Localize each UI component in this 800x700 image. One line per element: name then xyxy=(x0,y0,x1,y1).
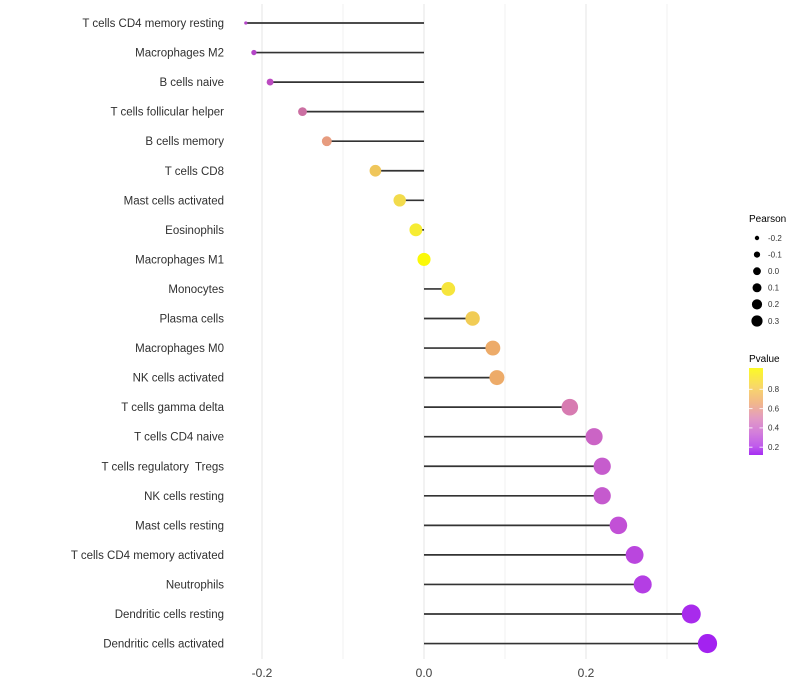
lollipop-point xyxy=(298,107,307,117)
lollipop-point xyxy=(393,194,406,207)
y-axis-category-label: Mast cells activated xyxy=(124,195,224,207)
pearson-legend-value: 0.2 xyxy=(768,300,780,309)
y-axis-category-label: B cells naive xyxy=(159,77,224,89)
x-axis-tick-label: 0.2 xyxy=(578,666,595,680)
y-axis-category-label: T cells gamma delta xyxy=(121,402,224,414)
pvalue-legend-value: 0.4 xyxy=(768,424,780,433)
lollipop-point xyxy=(697,633,718,654)
pearson-legend-value: 0.3 xyxy=(768,317,780,326)
lollipop-point xyxy=(465,311,480,326)
y-axis-category-label: Mast cells resting xyxy=(135,520,224,532)
x-axis-tick-label: -0.2 xyxy=(252,666,273,680)
pearson-legend-dot xyxy=(751,315,763,327)
y-axis-category-label: Monocytes xyxy=(168,284,224,296)
pearson-legend-title: Pearson xyxy=(749,214,786,225)
y-axis-category-label: Dendritic cells resting xyxy=(115,609,224,621)
lollipop-point xyxy=(244,21,248,25)
lollipop-point xyxy=(409,223,423,237)
y-axis-category-label: Macrophages M0 xyxy=(135,343,224,355)
y-axis-category-label: Macrophages M2 xyxy=(135,48,224,60)
x-axis-tick-label: 0.0 xyxy=(416,666,433,680)
y-axis-category-label: Macrophages M1 xyxy=(135,254,224,266)
lollipop-point xyxy=(585,428,603,446)
pvalue-legend-value: 0.8 xyxy=(768,385,780,394)
pearson-legend-value: 0.1 xyxy=(768,284,780,293)
lollipop-point xyxy=(441,282,456,296)
pvalue-legend-value: 0.2 xyxy=(768,443,780,452)
y-axis-category-label: Dendritic cells activated xyxy=(103,639,224,651)
pearson-legend-dot xyxy=(752,283,762,293)
pearson-legend-dot xyxy=(753,251,761,258)
pearson-legend-dot xyxy=(754,235,760,241)
pvalue-legend-value: 0.6 xyxy=(768,404,780,413)
lollipop-point xyxy=(681,604,701,624)
y-axis-category-label: NK cells activated xyxy=(133,373,224,385)
pearson-legend-dot xyxy=(753,267,761,276)
y-axis-category-label: Neutrophils xyxy=(166,579,224,591)
y-axis-category-label: T cells CD8 xyxy=(165,166,224,178)
lollipop-point xyxy=(251,49,257,56)
lollipop-point xyxy=(266,78,274,86)
lollipop-point xyxy=(561,398,579,416)
lollipop-point xyxy=(417,252,431,266)
y-axis-category-label: T cells follicular helper xyxy=(110,107,224,119)
y-axis-category-label: Eosinophils xyxy=(165,225,224,237)
y-axis-category-label: Plasma cells xyxy=(159,314,224,326)
y-axis-category-label: T cells CD4 naive xyxy=(134,432,224,444)
lollipop-point xyxy=(633,575,652,594)
y-axis-category-label: B cells memory xyxy=(145,136,224,148)
pearson-legend-dot xyxy=(751,299,763,310)
pearson-legend-value: 0.0 xyxy=(768,267,780,276)
pvalue-legend-title: Pvalue xyxy=(749,354,780,365)
lollipop-point xyxy=(369,164,382,177)
y-axis-category-label: NK cells resting xyxy=(144,491,224,503)
lollipop-point xyxy=(625,545,644,564)
lollipop-point xyxy=(593,457,611,475)
pvalue-colorbar xyxy=(749,368,763,455)
y-axis-category-label: T cells CD4 memory resting xyxy=(82,18,224,30)
y-axis-category-label: T cells regulatory Tregs xyxy=(101,461,224,473)
pearson-legend-value: -0.2 xyxy=(768,234,782,243)
lollipop-point xyxy=(609,516,628,535)
lollipop-point xyxy=(321,136,332,147)
lollipop-point xyxy=(489,370,505,386)
lollipop-point xyxy=(485,340,501,356)
y-axis-category-label: T cells CD4 memory activated xyxy=(71,550,224,562)
lollipop-point xyxy=(593,487,611,505)
pearson-legend-value: -0.1 xyxy=(768,250,782,259)
